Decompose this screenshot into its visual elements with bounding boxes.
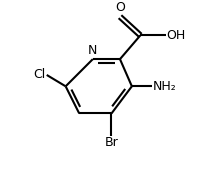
Text: OH: OH [167,29,186,42]
Text: O: O [115,1,125,14]
Text: NH₂: NH₂ [153,80,177,93]
Text: Br: Br [105,136,118,149]
Text: Cl: Cl [34,69,46,82]
Text: N: N [88,44,97,57]
